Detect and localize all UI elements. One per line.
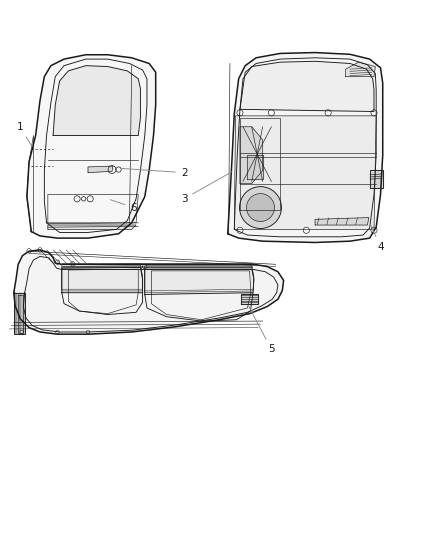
Text: 2: 2 [121,168,187,177]
Polygon shape [241,294,258,304]
Text: 1: 1 [17,122,32,146]
Circle shape [325,110,331,116]
Circle shape [371,110,377,116]
Circle shape [303,227,309,233]
Text: 5: 5 [249,306,275,354]
Text: 3: 3 [181,172,232,204]
Polygon shape [228,53,383,243]
Polygon shape [346,62,375,77]
Circle shape [27,248,31,253]
Circle shape [371,227,377,233]
Text: 6: 6 [110,200,137,213]
Polygon shape [27,55,155,238]
Polygon shape [53,66,141,135]
Circle shape [20,330,23,334]
Circle shape [86,330,90,334]
Polygon shape [234,116,376,229]
Circle shape [240,187,282,229]
Circle shape [71,262,75,266]
Circle shape [55,260,60,264]
Polygon shape [315,217,369,225]
Circle shape [56,330,59,334]
Circle shape [268,110,275,116]
Text: 4: 4 [371,225,384,252]
Polygon shape [48,225,136,229]
Polygon shape [14,250,284,334]
Polygon shape [240,127,263,183]
Polygon shape [88,166,113,173]
Polygon shape [14,293,25,334]
Circle shape [247,193,275,222]
Polygon shape [62,268,143,293]
Circle shape [237,227,243,233]
Circle shape [38,248,42,252]
Polygon shape [145,269,254,294]
Polygon shape [247,155,263,179]
Circle shape [143,264,147,269]
Polygon shape [240,61,374,111]
Polygon shape [370,171,383,188]
Circle shape [237,110,243,116]
